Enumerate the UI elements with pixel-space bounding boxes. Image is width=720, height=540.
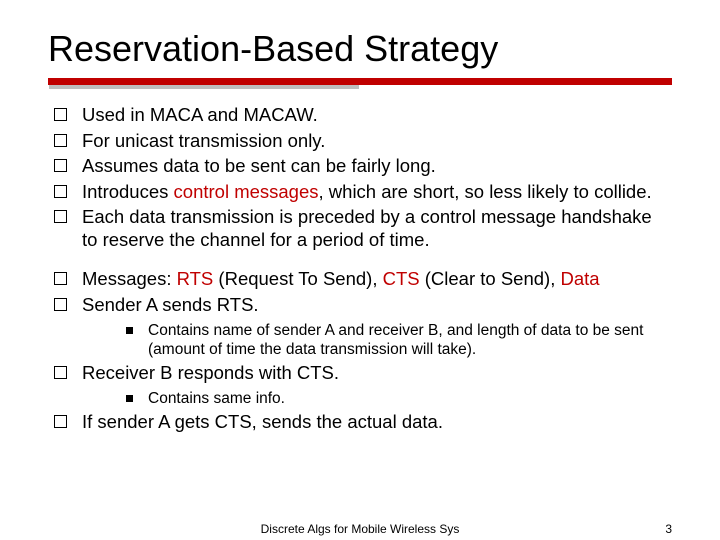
keyword: RTS: [177, 268, 214, 289]
keyword: control messages: [174, 181, 319, 202]
text: Sender A sends RTS.: [82, 294, 259, 315]
text: , which are short, so less likely to col…: [319, 181, 652, 202]
sub-list-item: Contains same info.: [82, 389, 672, 408]
bullet-list-1: Used in MACA and MACAW. For unicast tran…: [48, 104, 672, 251]
slide-title: Reservation-Based Strategy: [48, 28, 672, 70]
keyword: Data: [561, 268, 600, 289]
list-item: Sender A sends RTS. Contains name of sen…: [48, 294, 672, 359]
list-item: Messages: RTS (Request To Send), CTS (Cl…: [48, 268, 672, 291]
list-item: Assumes data to be sent can be fairly lo…: [48, 155, 672, 178]
sub-list: Contains name of sender A and receiver B…: [82, 321, 672, 360]
list-item: Introduces control messages, which are s…: [48, 181, 672, 204]
footer-text: Discrete Algs for Mobile Wireless Sys: [261, 522, 460, 536]
slide: Reservation-Based Strategy Used in MACA …: [0, 0, 720, 540]
rule-shadow: [49, 85, 359, 89]
text: Introduces: [82, 181, 174, 202]
list-item: Used in MACA and MACAW.: [48, 104, 672, 127]
list-item: Each data transmission is preceded by a …: [48, 206, 672, 251]
spacer: [48, 254, 672, 268]
keyword: CTS: [383, 268, 420, 289]
list-item: Receiver B responds with CTS. Contains s…: [48, 362, 672, 408]
sub-list-item: Contains name of sender A and receiver B…: [82, 321, 672, 360]
list-item: If sender A gets CTS, sends the actual d…: [48, 411, 672, 434]
text: (Clear to Send),: [420, 268, 561, 289]
text: Receiver B responds with CTS.: [82, 362, 339, 383]
text: Messages:: [82, 268, 177, 289]
title-rule: [48, 78, 672, 88]
list-item: For unicast transmission only.: [48, 130, 672, 153]
bullet-list-2: Messages: RTS (Request To Send), CTS (Cl…: [48, 268, 672, 433]
sub-list: Contains same info.: [82, 389, 672, 408]
rule-red-bar: [48, 78, 672, 85]
page-number: 3: [665, 522, 672, 536]
text: (Request To Send),: [213, 268, 382, 289]
